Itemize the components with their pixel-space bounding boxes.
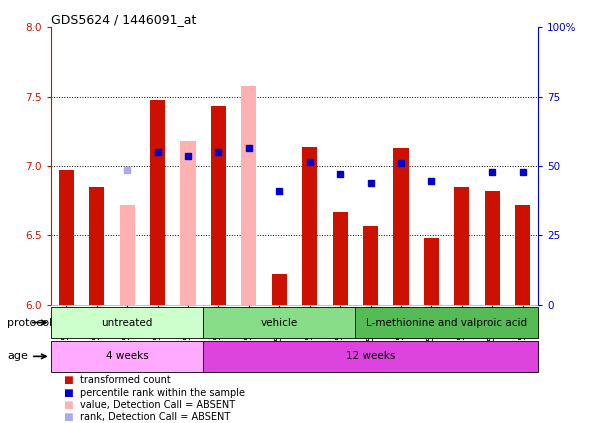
Bar bbox=[272, 274, 287, 305]
Bar bbox=[59, 170, 74, 305]
Bar bbox=[484, 191, 500, 305]
Text: ■: ■ bbox=[63, 376, 73, 385]
Bar bbox=[363, 225, 378, 305]
Bar bbox=[355, 307, 538, 338]
Text: 12 weeks: 12 weeks bbox=[346, 352, 395, 361]
Bar bbox=[394, 148, 409, 305]
Text: age: age bbox=[7, 352, 46, 361]
Bar bbox=[302, 147, 317, 305]
Text: untreated: untreated bbox=[102, 318, 153, 327]
Bar bbox=[203, 307, 355, 338]
Bar bbox=[203, 341, 538, 372]
Text: L-methionine and valproic acid: L-methionine and valproic acid bbox=[366, 318, 527, 327]
Text: protocol: protocol bbox=[7, 318, 52, 327]
Bar bbox=[424, 238, 439, 305]
Text: ■: ■ bbox=[63, 387, 73, 398]
Bar bbox=[89, 187, 105, 305]
Bar bbox=[180, 141, 195, 305]
Bar bbox=[150, 99, 165, 305]
Text: GDS5624 / 1446091_at: GDS5624 / 1446091_at bbox=[51, 14, 197, 26]
Text: transformed count: transformed count bbox=[80, 376, 171, 385]
Bar bbox=[211, 107, 226, 305]
Bar bbox=[515, 205, 530, 305]
Bar bbox=[241, 86, 257, 305]
Text: ■: ■ bbox=[63, 412, 73, 422]
Bar bbox=[51, 341, 203, 372]
Text: percentile rank within the sample: percentile rank within the sample bbox=[80, 387, 245, 398]
Text: rank, Detection Call = ABSENT: rank, Detection Call = ABSENT bbox=[80, 412, 230, 422]
Bar bbox=[454, 187, 469, 305]
Text: value, Detection Call = ABSENT: value, Detection Call = ABSENT bbox=[80, 400, 235, 410]
Text: 4 weeks: 4 weeks bbox=[106, 352, 148, 361]
Bar bbox=[120, 205, 135, 305]
Text: vehicle: vehicle bbox=[261, 318, 298, 327]
Text: ■: ■ bbox=[63, 400, 73, 410]
Bar bbox=[51, 307, 203, 338]
Bar bbox=[332, 212, 348, 305]
